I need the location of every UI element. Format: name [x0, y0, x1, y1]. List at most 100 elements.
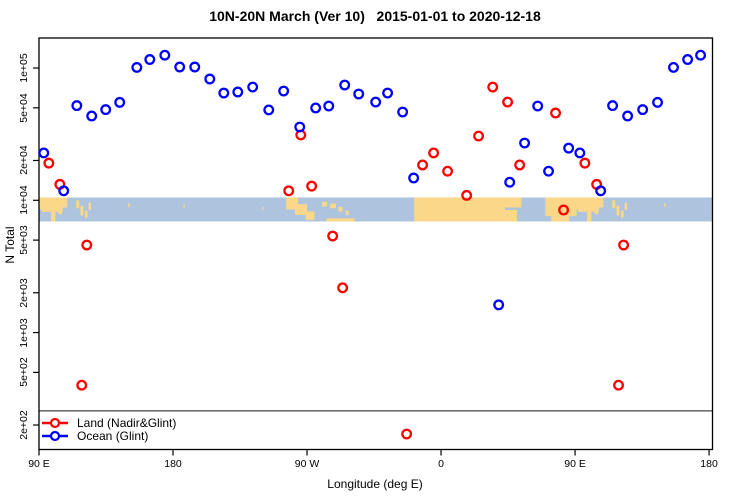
data-point: [114, 96, 126, 108]
map-band-land-patch: [330, 203, 337, 209]
y-tick-label: 5e+03: [18, 225, 30, 255]
data-point: [81, 239, 93, 251]
map-band-land-patch: [50, 211, 56, 222]
map-band-land-patch: [620, 210, 624, 218]
y-tick-label: 5e+02: [18, 357, 30, 388]
data-point: [278, 85, 290, 97]
data-point: [306, 180, 318, 192]
map-band-land-patch: [612, 200, 616, 209]
y-tick-label: 2e+04: [18, 145, 30, 176]
y-tick-label: 1e+05: [18, 53, 30, 83]
data-point: [86, 110, 98, 122]
map-band-land-patch: [414, 197, 506, 222]
data-point: [131, 62, 143, 73]
data-point: [695, 49, 707, 61]
map-band-land-patch: [183, 204, 185, 208]
data-point: [232, 86, 244, 98]
data-point: [174, 61, 186, 73]
y-axis-title: N Total: [3, 226, 17, 264]
data-point: [382, 87, 394, 99]
data-point: [637, 104, 649, 116]
map-band-land-patch: [551, 216, 570, 222]
map-band-land-patch: [326, 218, 355, 222]
data-point: [514, 159, 526, 171]
data-point: [408, 172, 420, 184]
data-point: [461, 189, 473, 201]
data-point: [100, 104, 112, 116]
land-series-key-icon: [42, 417, 68, 428]
data-point: [159, 49, 171, 61]
data-point: [397, 106, 409, 118]
data-point: [370, 96, 382, 108]
data-point: [247, 81, 259, 93]
map-band-land-patch: [338, 207, 343, 212]
x-tick-label: 90 E: [28, 457, 50, 470]
y-tick-label: 1e+04: [18, 185, 30, 216]
map-band-land-patch: [88, 202, 91, 210]
x-tick-label: 180: [700, 457, 718, 470]
chart-title: 10N-20N March (Ver 10) 2015-01-01 to 202…: [209, 8, 541, 24]
map-band-land-patch: [502, 197, 522, 208]
data-point: [519, 137, 531, 149]
data-point: [327, 230, 339, 242]
data-point: [622, 110, 634, 122]
data-point: [294, 121, 306, 133]
data-point: [473, 130, 485, 142]
map-band-land-patch: [305, 211, 315, 220]
data-point: [558, 204, 570, 216]
data-point: [401, 428, 413, 440]
data-point: [283, 185, 295, 197]
data-point: [38, 147, 50, 159]
legend-item-ocean: Ocean (Glint): [42, 430, 176, 444]
map-band-land-patch: [76, 200, 80, 209]
data-point: [607, 100, 619, 112]
data-point: [71, 100, 83, 112]
data-point: [204, 73, 216, 85]
data-point: [337, 282, 349, 294]
data-point: [493, 299, 505, 311]
data-point: [263, 104, 275, 116]
x-tick-label: 90 E: [564, 457, 586, 470]
map-band-land-patch: [84, 210, 88, 218]
y-tick-label: 5e+04: [18, 93, 30, 123]
data-point: [58, 185, 70, 197]
map-band-land-patch: [295, 204, 308, 215]
map-band-land-patch: [664, 203, 666, 208]
map-band-land-patch: [41, 197, 63, 212]
map-band-land-patch: [575, 197, 580, 210]
data-point: [144, 54, 156, 65]
ocean-series-key-icon: [42, 431, 68, 442]
y-tick-label: 2e+03: [18, 278, 30, 308]
map-band-land-patch: [39, 197, 44, 210]
data-point: [563, 142, 575, 154]
map-band-land-patch: [594, 205, 599, 215]
map-band-land-patch: [262, 207, 264, 210]
data-point: [43, 157, 55, 169]
ocean-series: [38, 49, 707, 311]
data-point: [218, 87, 230, 99]
map-band-ocean: [39, 197, 713, 222]
map-band-land-patch: [624, 202, 628, 210]
data-point: [189, 61, 201, 73]
map-band-land-patch: [61, 197, 68, 208]
map-band-land-patch: [586, 211, 592, 222]
data-point: [543, 165, 555, 177]
data-point: [504, 176, 516, 188]
legend: Land (Nadir&Glint) Ocean (Glint): [42, 416, 176, 443]
data-point: [618, 239, 630, 251]
data-point: [428, 147, 440, 159]
map-band-land-patch: [616, 205, 620, 216]
map-band-land-patch: [286, 197, 299, 210]
data-point: [502, 96, 514, 108]
x-tick-label: 0: [438, 457, 444, 470]
map-band-land-patch: [128, 203, 130, 208]
legend-label-ocean: Ocean (Glint): [77, 429, 149, 444]
data-point: [668, 62, 679, 73]
y-tick-label: 1e+03: [18, 317, 30, 348]
data-point: [310, 102, 322, 114]
map-band-land-patch: [345, 210, 349, 215]
data-point: [442, 165, 454, 177]
data-point: [579, 157, 591, 169]
